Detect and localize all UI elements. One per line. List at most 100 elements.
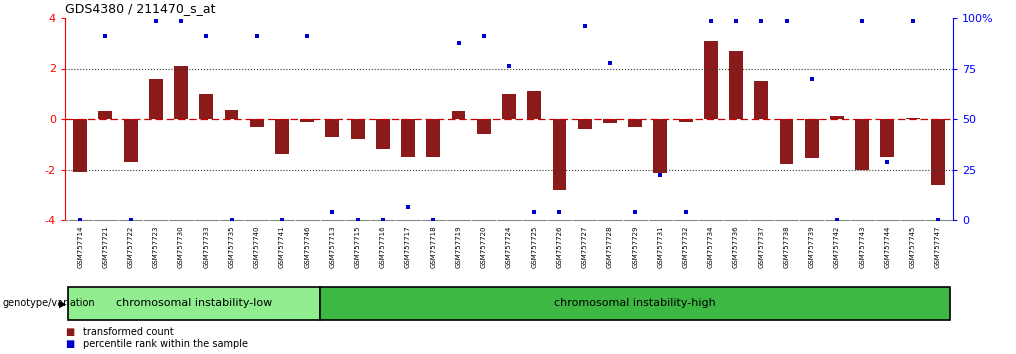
Point bbox=[173, 18, 189, 23]
Point bbox=[324, 210, 340, 215]
Text: GSM757734: GSM757734 bbox=[708, 225, 714, 268]
Point bbox=[727, 18, 744, 23]
Point bbox=[98, 33, 114, 39]
Point bbox=[678, 210, 694, 215]
Bar bbox=[275, 119, 289, 154]
Bar bbox=[679, 119, 693, 121]
Text: GDS4380 / 211470_s_at: GDS4380 / 211470_s_at bbox=[65, 2, 215, 16]
Text: GSM757742: GSM757742 bbox=[834, 225, 840, 268]
Text: GSM757714: GSM757714 bbox=[77, 225, 83, 268]
Point bbox=[475, 33, 492, 39]
Text: GSM757737: GSM757737 bbox=[758, 225, 764, 268]
Point bbox=[299, 33, 315, 39]
Text: GSM757736: GSM757736 bbox=[734, 225, 739, 268]
Text: genotype/variation: genotype/variation bbox=[2, 298, 94, 308]
Point bbox=[224, 217, 240, 223]
Point bbox=[601, 61, 618, 66]
Bar bbox=[653, 119, 668, 173]
Point bbox=[450, 40, 466, 46]
Text: GSM757720: GSM757720 bbox=[481, 225, 487, 268]
Point bbox=[778, 18, 795, 23]
Text: chromosomal instability-high: chromosomal instability-high bbox=[555, 298, 716, 308]
Text: GSM757713: GSM757713 bbox=[329, 225, 335, 268]
Bar bbox=[855, 119, 869, 170]
Bar bbox=[905, 118, 919, 119]
Text: GSM757741: GSM757741 bbox=[279, 225, 284, 268]
Bar bbox=[830, 116, 844, 119]
Text: ■: ■ bbox=[65, 339, 74, 349]
Point bbox=[375, 217, 391, 223]
Bar bbox=[779, 119, 793, 165]
Point bbox=[804, 76, 820, 81]
Text: GSM757725: GSM757725 bbox=[531, 225, 537, 268]
Text: GSM757743: GSM757743 bbox=[860, 225, 866, 268]
Text: GSM757744: GSM757744 bbox=[884, 225, 890, 268]
Point bbox=[72, 217, 88, 223]
Point bbox=[400, 205, 417, 210]
Bar bbox=[73, 119, 87, 172]
FancyBboxPatch shape bbox=[320, 287, 951, 320]
Text: GSM757735: GSM757735 bbox=[229, 225, 235, 268]
Bar bbox=[729, 51, 743, 119]
Point bbox=[627, 210, 643, 215]
Bar bbox=[451, 112, 465, 119]
Text: chromosomal instability-low: chromosomal instability-low bbox=[116, 298, 272, 308]
Point bbox=[576, 23, 592, 28]
Bar bbox=[628, 119, 642, 127]
Text: GSM757739: GSM757739 bbox=[809, 225, 815, 268]
Point bbox=[123, 217, 139, 223]
Text: GSM757740: GSM757740 bbox=[254, 225, 260, 268]
Point bbox=[350, 217, 366, 223]
Text: GSM757722: GSM757722 bbox=[128, 225, 133, 268]
Point bbox=[501, 63, 517, 69]
Point bbox=[854, 18, 871, 23]
Bar bbox=[931, 119, 945, 185]
FancyBboxPatch shape bbox=[67, 287, 320, 320]
Bar bbox=[477, 119, 491, 134]
Text: GSM757731: GSM757731 bbox=[657, 225, 663, 268]
Point bbox=[198, 33, 214, 39]
Text: GSM757746: GSM757746 bbox=[304, 225, 310, 268]
Text: ■: ■ bbox=[65, 327, 74, 337]
Text: GSM757727: GSM757727 bbox=[582, 225, 587, 268]
Bar bbox=[225, 110, 239, 119]
Text: percentile rank within the sample: percentile rank within the sample bbox=[83, 339, 248, 349]
Text: GSM757728: GSM757728 bbox=[607, 225, 613, 268]
Bar bbox=[602, 119, 617, 123]
Point bbox=[552, 210, 568, 215]
Text: GSM757747: GSM757747 bbox=[935, 225, 941, 268]
Bar bbox=[250, 119, 264, 127]
Bar bbox=[553, 119, 566, 190]
Bar bbox=[199, 94, 213, 119]
Bar bbox=[376, 119, 390, 149]
Text: GSM757715: GSM757715 bbox=[355, 225, 361, 268]
Text: GSM757729: GSM757729 bbox=[632, 225, 638, 268]
Bar bbox=[149, 79, 163, 119]
Point bbox=[526, 210, 543, 215]
Point bbox=[652, 172, 669, 177]
Bar bbox=[805, 119, 819, 158]
Point bbox=[274, 217, 291, 223]
Bar bbox=[578, 119, 591, 129]
Point bbox=[425, 217, 441, 223]
Bar bbox=[325, 119, 339, 137]
Bar bbox=[301, 119, 314, 121]
Bar bbox=[174, 66, 188, 119]
Bar bbox=[351, 119, 365, 139]
Text: GSM757723: GSM757723 bbox=[152, 225, 158, 268]
Point bbox=[249, 33, 265, 39]
Text: GSM757717: GSM757717 bbox=[405, 225, 411, 268]
Bar bbox=[502, 94, 516, 119]
Point bbox=[753, 18, 769, 23]
Bar bbox=[527, 91, 542, 119]
Bar bbox=[704, 41, 717, 119]
Text: ▶: ▶ bbox=[59, 298, 66, 308]
Point bbox=[147, 18, 164, 23]
Bar bbox=[754, 81, 768, 119]
Bar bbox=[99, 112, 113, 119]
Text: transformed count: transformed count bbox=[83, 327, 174, 337]
Text: GSM757738: GSM757738 bbox=[783, 225, 789, 268]
Point bbox=[879, 159, 895, 165]
Text: GSM757733: GSM757733 bbox=[203, 225, 209, 268]
Text: GSM757732: GSM757732 bbox=[683, 225, 689, 268]
